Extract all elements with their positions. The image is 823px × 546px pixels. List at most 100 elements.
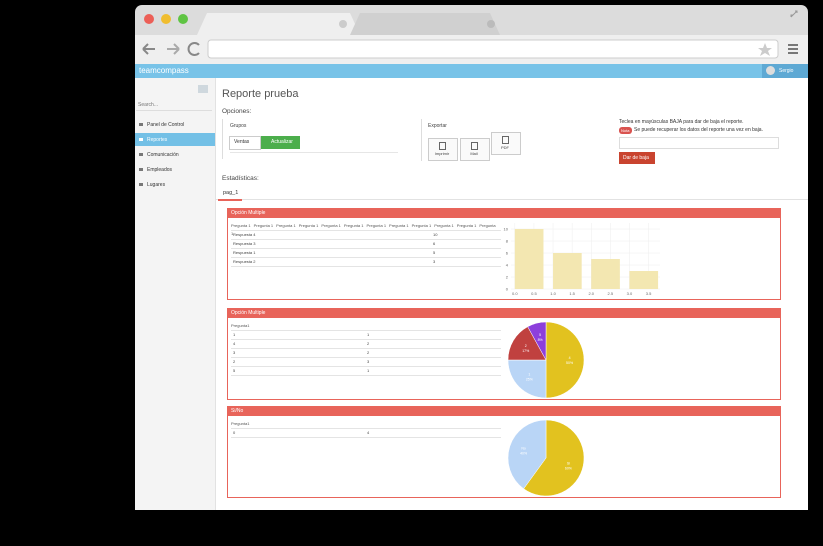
avatar	[766, 66, 775, 75]
minimize-dot[interactable]	[161, 14, 171, 24]
bookmark-star[interactable]	[758, 43, 772, 56]
page-title: Reporte prueba	[222, 88, 299, 100]
slice-value: 8%	[538, 338, 543, 342]
stats-label: Estadísticas:	[222, 175, 259, 182]
slice-label: Si	[567, 461, 570, 465]
cell: 2	[233, 359, 236, 364]
nav-label: Panel de Control	[147, 122, 185, 128]
table-row: Respuesta 1 5	[231, 249, 501, 258]
x-tick-label: 0.5	[531, 291, 537, 296]
cell: Respuesta 1	[233, 250, 256, 255]
nav-icon	[139, 153, 143, 156]
panel-title: Opción Multiple	[228, 209, 780, 218]
column-header: Pregunta 1	[389, 223, 409, 228]
column-header: Pregunta 1	[456, 223, 477, 228]
cell: 1	[367, 332, 370, 337]
confirm-input[interactable]	[619, 137, 779, 149]
fullscreen-button[interactable]	[790, 10, 798, 18]
y-tick-label: 4	[506, 263, 509, 268]
cell: 2	[367, 341, 370, 346]
column-header: Pregunta 1	[253, 223, 274, 228]
table-row: Respuesta 3 6	[231, 240, 501, 249]
nav-label: Empleados	[147, 167, 173, 173]
menu-button[interactable]	[788, 44, 798, 54]
tab[interactable]	[197, 13, 360, 35]
tab-label: pag_1	[223, 190, 239, 196]
nav-label: Comunicación	[147, 152, 179, 158]
table-header: Pregunta 1 Pregunta 1 Pregunta 1 Pregunta 1…	[231, 222, 501, 236]
column-header: Pregunta 1	[343, 223, 364, 228]
note-badge	[619, 127, 632, 134]
back-button[interactable]	[142, 43, 155, 55]
divider	[421, 119, 422, 161]
slice-value: 25%	[526, 378, 533, 382]
nav-icon	[139, 123, 143, 126]
slice-value: 17%	[522, 349, 529, 353]
update-button-label: Actualizar	[271, 139, 293, 145]
tab[interactable]	[350, 13, 500, 35]
column-header: Pregunta 1	[321, 223, 341, 228]
column-header: Pregunta 1	[298, 223, 319, 228]
pie-slice	[545, 321, 585, 399]
nav-icon	[139, 168, 143, 171]
reload-button[interactable]	[187, 42, 200, 56]
search-box[interactable]	[136, 100, 212, 111]
address-bar[interactable]	[207, 39, 779, 59]
divider	[230, 152, 398, 153]
sidebar	[135, 78, 216, 510]
y-tick-label: 2	[506, 275, 509, 280]
maximize-dot[interactable]	[178, 14, 188, 24]
panel-title: Opción Multiple	[228, 309, 780, 318]
y-tick-label: 6	[506, 251, 509, 256]
column-header: Pregunta 1	[231, 223, 251, 228]
slice-value: 50%	[566, 361, 573, 365]
group-select[interactable]	[229, 136, 261, 150]
divider	[222, 119, 223, 159]
cell: Respuesta 4	[233, 232, 256, 237]
column-header: Pregunta1	[231, 323, 250, 328]
cell: 2	[367, 350, 370, 355]
close-dot[interactable]	[144, 14, 154, 24]
slice-label: 1	[528, 373, 530, 377]
y-tick-label: 8	[506, 239, 509, 244]
user-name[interactable]: Sergio	[779, 68, 794, 74]
y-tick-label: 0	[506, 287, 509, 292]
group-select-value: Ventas	[234, 139, 250, 145]
column-header: Pregunta 1	[276, 223, 296, 228]
slice-label: 5	[539, 333, 541, 337]
bar	[591, 259, 620, 289]
column-header: Pregunta 1	[434, 223, 454, 228]
tab-close[interactable]	[487, 20, 495, 28]
y-tick-label: 10	[504, 227, 509, 232]
slice-value: 60%	[565, 466, 572, 470]
slice-label: 4	[569, 356, 571, 360]
delete-button[interactable]	[619, 152, 655, 164]
column-header: Pregunta1	[231, 421, 250, 426]
nav-item[interactable]	[135, 133, 215, 146]
slice-label: 2	[525, 344, 527, 348]
table-header: Pregunta1	[231, 322, 501, 331]
tab-close[interactable]	[339, 20, 347, 28]
cell: Respuesta 3	[233, 241, 256, 246]
brand[interactable]: teamcompass	[139, 66, 189, 75]
tab-line	[216, 199, 808, 200]
pie-slice	[523, 419, 585, 497]
x-tick-label: 2.5	[608, 291, 614, 296]
cell: 3	[367, 359, 370, 364]
forward-button[interactable]	[167, 43, 180, 55]
x-tick-label: 0.0	[512, 291, 518, 296]
cell: 5	[433, 250, 436, 255]
search-placeholder: Search...	[138, 102, 159, 108]
update-button[interactable]	[261, 136, 300, 149]
slice-value: 40%	[520, 452, 527, 456]
nav-icon	[139, 183, 143, 186]
tab[interactable]	[218, 188, 242, 201]
sidebar-toggle[interactable]	[198, 85, 208, 93]
cell: 4	[233, 341, 236, 346]
